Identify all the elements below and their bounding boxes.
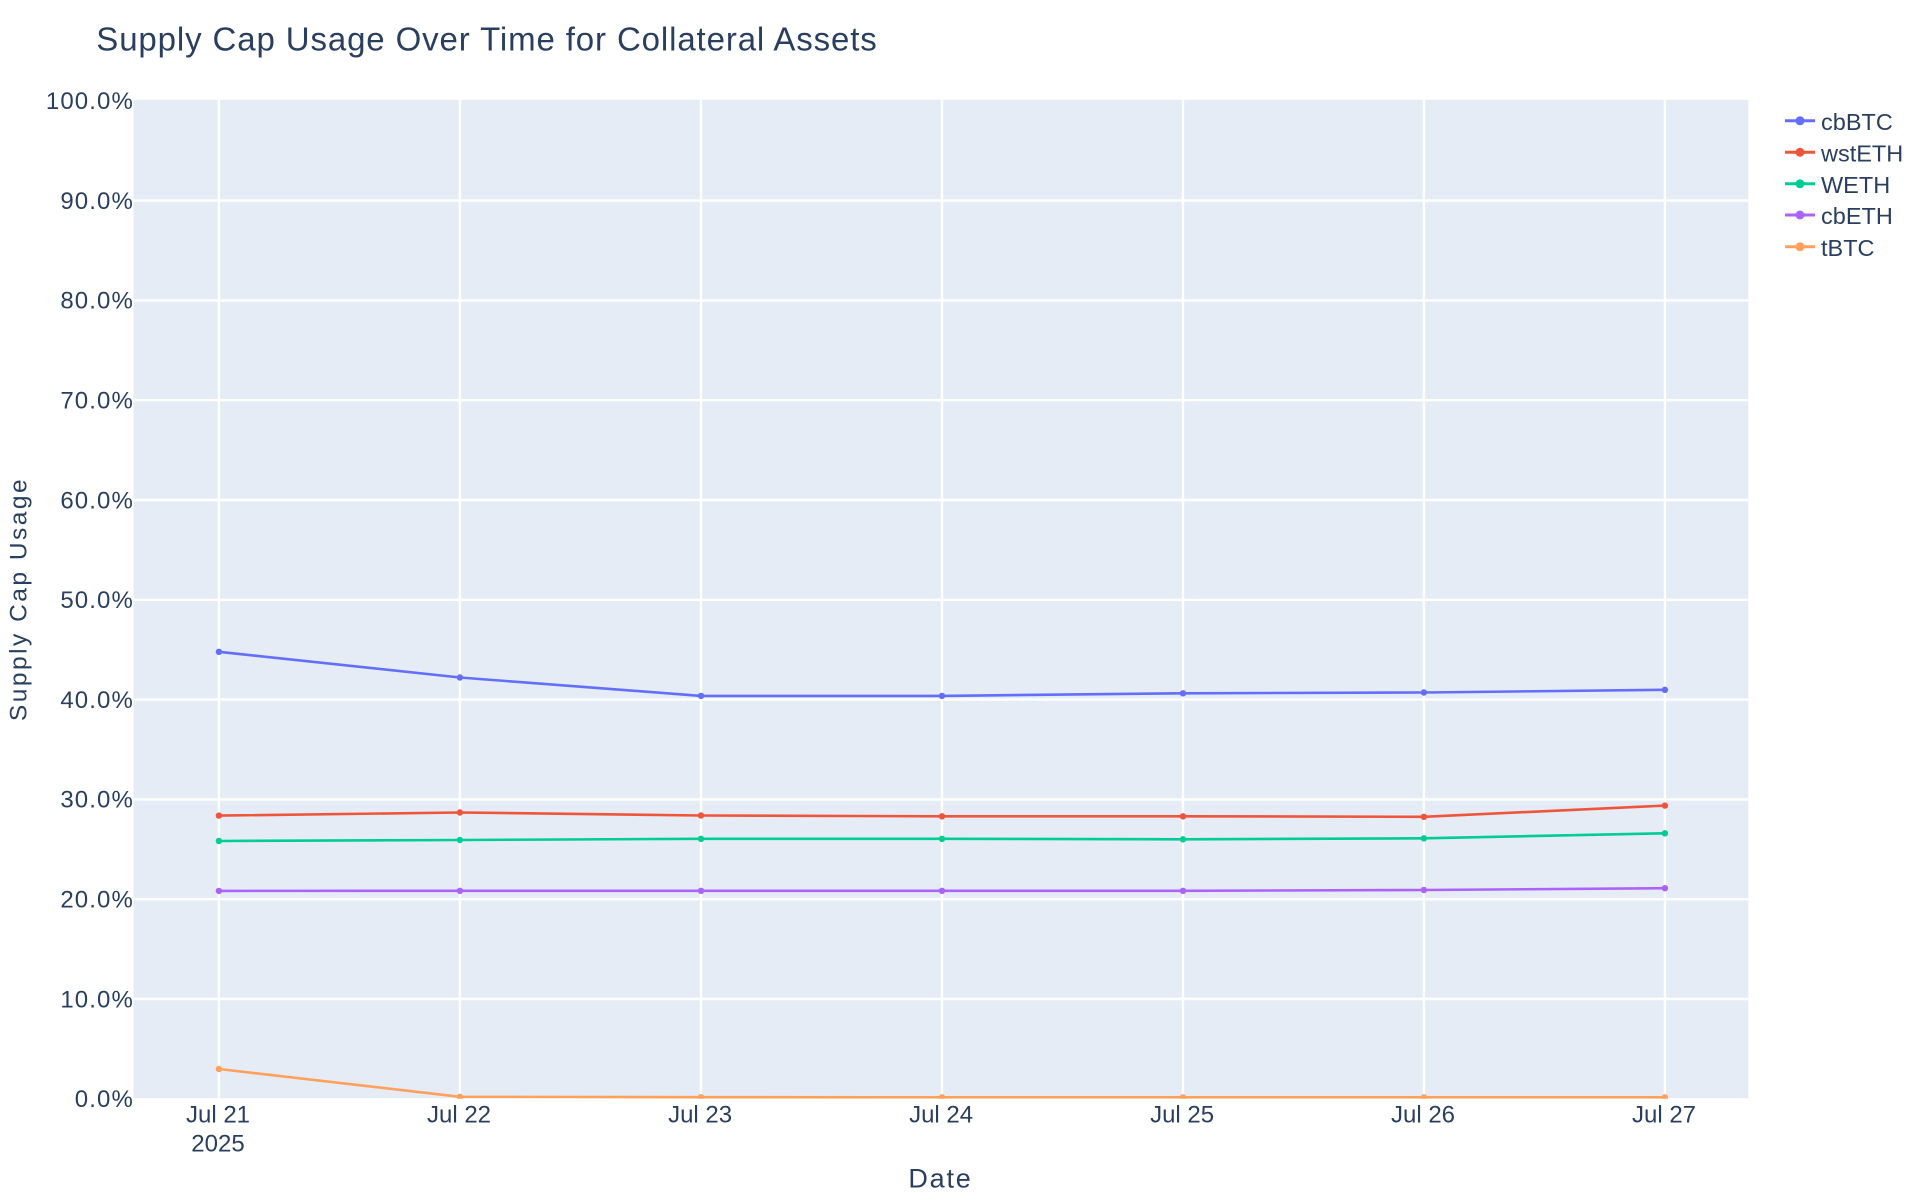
svg-text:Supply Cap Usage Over Time for: Supply Cap Usage Over Time for Collatera… [96, 20, 877, 57]
svg-text:100.0%: 100.0% [46, 88, 134, 115]
svg-text:Jul 25: Jul 25 [1150, 1101, 1214, 1128]
svg-text:tBTC: tBTC [1821, 235, 1875, 261]
svg-text:cbBTC: cbBTC [1821, 109, 1893, 135]
svg-text:20.0%: 20.0% [60, 887, 134, 914]
svg-text:Supply Cap Usage: Supply Cap Usage [6, 477, 33, 721]
svg-text:90.0%: 90.0% [60, 188, 134, 215]
svg-text:Jul 24: Jul 24 [909, 1101, 973, 1128]
svg-text:2025: 2025 [191, 1131, 244, 1158]
svg-text:10.0%: 10.0% [60, 986, 134, 1013]
svg-text:0.0%: 0.0% [75, 1086, 134, 1113]
svg-text:Jul 27: Jul 27 [1632, 1101, 1696, 1128]
svg-text:50.0%: 50.0% [60, 587, 134, 614]
svg-text:40.0%: 40.0% [60, 687, 134, 714]
svg-text:30.0%: 30.0% [60, 787, 134, 814]
svg-text:Date: Date [908, 1164, 972, 1194]
svg-text:60.0%: 60.0% [60, 487, 134, 514]
svg-text:Jul 23: Jul 23 [668, 1101, 732, 1128]
svg-text:cbETH: cbETH [1821, 203, 1893, 229]
svg-text:wstETH: wstETH [1820, 140, 1903, 166]
svg-text:80.0%: 80.0% [60, 288, 134, 315]
svg-text:WETH: WETH [1821, 172, 1890, 198]
svg-text:70.0%: 70.0% [60, 388, 134, 415]
svg-text:Jul 26: Jul 26 [1391, 1101, 1455, 1128]
svg-text:Jul 22: Jul 22 [427, 1101, 491, 1128]
svg-text:Jul 21: Jul 21 [186, 1101, 250, 1128]
